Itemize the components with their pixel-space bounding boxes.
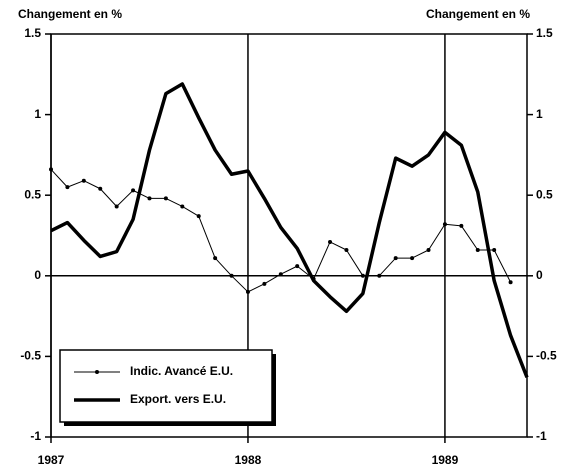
- point: [131, 188, 136, 193]
- y-tick-label: 1: [34, 107, 41, 121]
- y-tick-label: 1.5: [24, 26, 41, 40]
- point: [295, 264, 300, 269]
- point: [344, 248, 349, 253]
- x-tick-label: 1987: [38, 453, 65, 467]
- point: [360, 273, 365, 278]
- point: [262, 281, 267, 286]
- x-tick-label: 1989: [432, 453, 459, 467]
- point: [492, 248, 497, 253]
- y2-tick-label: 0.5: [536, 187, 553, 201]
- legend: [59, 349, 273, 423]
- point: [114, 204, 119, 209]
- point: [278, 272, 283, 277]
- x-tick-label: 1988: [235, 453, 262, 467]
- point: [229, 273, 234, 278]
- y2-tick-label: -0.5: [536, 349, 557, 363]
- y-tick-label: 0: [34, 268, 41, 282]
- y2-tick-label: 1.5: [536, 26, 553, 40]
- y-tick-label: -1: [30, 429, 41, 443]
- point: [508, 280, 513, 285]
- point: [81, 178, 86, 183]
- point: [49, 167, 53, 172]
- legend-label: Export. vers E.U.: [130, 392, 226, 406]
- point: [196, 214, 201, 219]
- point: [180, 204, 185, 209]
- y-tick-label: 0.5: [24, 187, 41, 201]
- point: [98, 186, 103, 191]
- y2-tick-label: 0: [536, 268, 543, 282]
- point: [328, 239, 333, 244]
- point: [393, 256, 398, 261]
- y-axis-label: Changement en %: [18, 7, 122, 21]
- legend-label: Indic. Avancé E.U.: [130, 364, 233, 378]
- legend-marker: [95, 370, 99, 374]
- point: [213, 256, 218, 261]
- point: [245, 289, 250, 294]
- point: [475, 248, 480, 253]
- series-line: [50, 82, 529, 378]
- point: [163, 196, 168, 201]
- y2-tick-label: -1: [536, 429, 547, 443]
- y2-tick-label: 1: [536, 107, 543, 121]
- point: [459, 223, 464, 228]
- y-tick-label: -0.5: [20, 349, 41, 363]
- point: [377, 273, 382, 278]
- point: [147, 196, 152, 201]
- point: [410, 256, 415, 261]
- y2-axis-label: Changement en %: [426, 7, 530, 21]
- point: [426, 248, 431, 253]
- point: [65, 185, 70, 190]
- point: [442, 222, 447, 227]
